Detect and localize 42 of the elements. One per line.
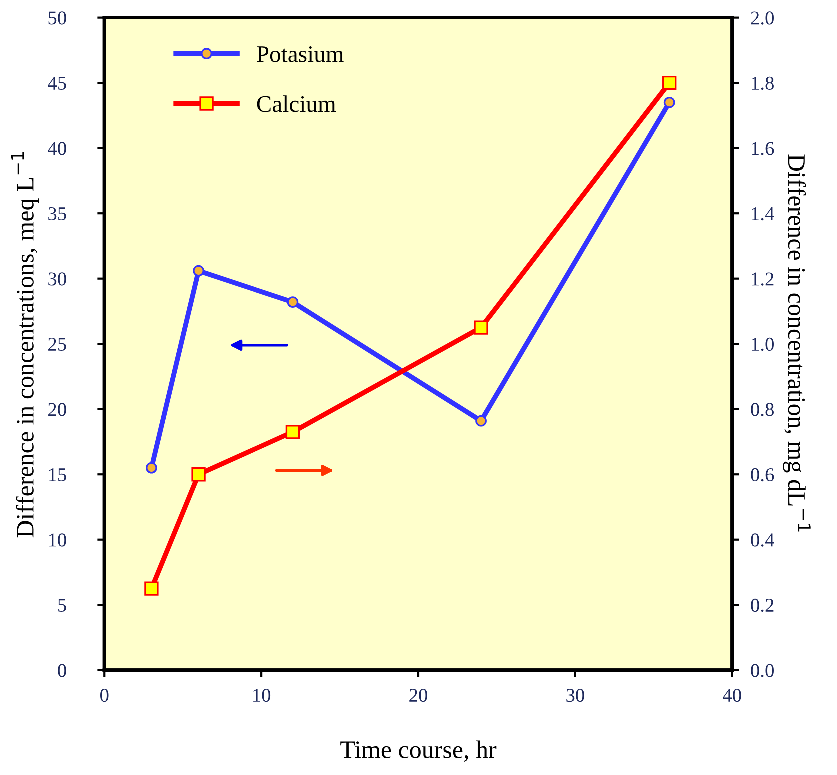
y2-tick-label: 1.8	[752, 76, 774, 90]
y2-tick-label: 1.2	[752, 272, 774, 286]
y-tick-label: 20	[48, 403, 66, 416]
x-tick-label: 0	[100, 688, 109, 702]
y-tick-label: 35	[48, 207, 66, 221]
y-tick-label: 15	[49, 468, 66, 482]
y2-tick-label: 0.0	[751, 664, 774, 678]
point	[287, 296, 299, 308]
y2-tick-label: 0.4	[751, 534, 774, 547]
y2-tick-label: 1.4	[752, 208, 774, 221]
legend-label: Calcium	[257, 96, 336, 112]
y-tick-label: 45	[48, 77, 66, 90]
x-tick-label: 40	[723, 688, 742, 702]
y-tick-label: 5	[58, 599, 66, 612]
y-tick-label: 0	[58, 664, 66, 678]
y-axis-title: Difference in concentrations, meq L$^{−1}$	[11, 152, 39, 538]
y-tick-label: 10	[49, 534, 66, 547]
y-tick-label: 30	[48, 272, 66, 286]
y2-tick-label: 2.0	[751, 12, 774, 25]
y-tick-label: 50	[48, 12, 66, 25]
point	[286, 425, 300, 440]
x-tick-label: 10	[254, 688, 271, 702]
point	[664, 96, 676, 108]
y-tick-label: 40	[48, 142, 66, 156]
x-tick-label: 30	[566, 688, 584, 702]
point	[476, 415, 487, 427]
y2-axis-title: Difference in concentration, mg dL$^{−1}$	[783, 154, 811, 532]
point	[144, 582, 159, 596]
legend-label: Potasium	[257, 46, 344, 62]
point	[474, 320, 488, 335]
y2-tick-label: 0.2	[751, 598, 774, 612]
y2-tick-label: 0.8	[751, 403, 774, 416]
x-axis-title: Time course, hr	[340, 740, 497, 762]
y2-tick-label: 0.6	[751, 468, 774, 482]
point	[146, 462, 158, 474]
point	[193, 265, 204, 277]
y2-tick-label: 1.0	[752, 338, 774, 352]
point	[192, 468, 206, 482]
y-tick-label: 25	[48, 338, 66, 352]
x-tick-label: 20	[410, 688, 428, 702]
point	[662, 76, 677, 90]
y2-tick-label: 1.6	[752, 142, 774, 156]
